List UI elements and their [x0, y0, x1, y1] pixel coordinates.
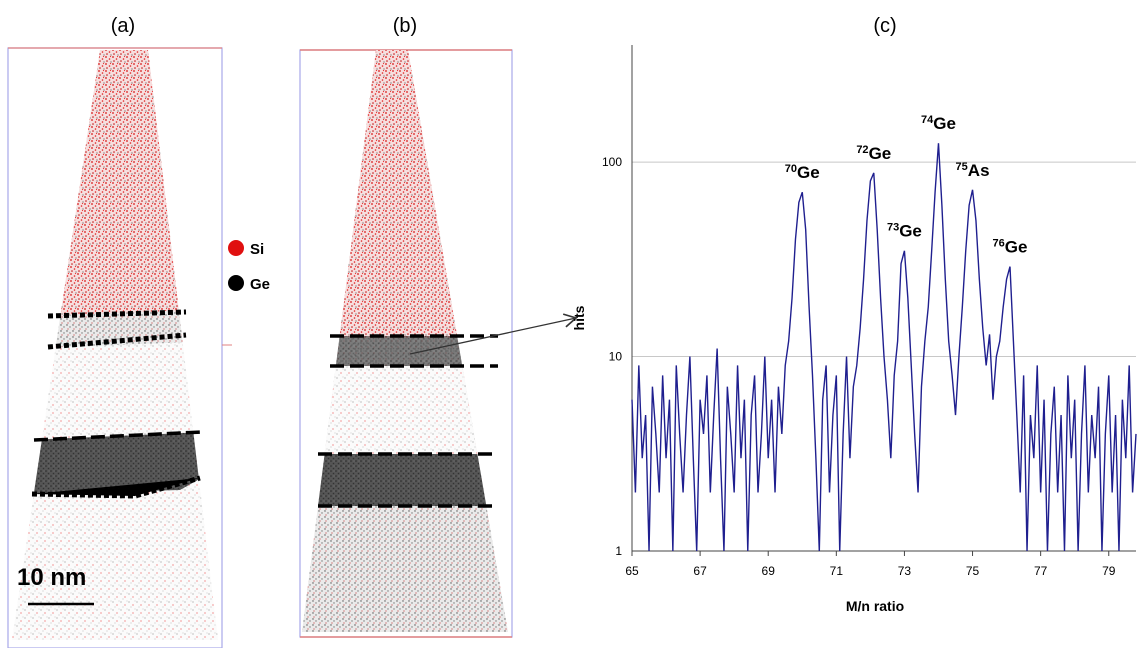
panel-label: (a)	[111, 15, 135, 37]
x-tick-label: 75	[966, 564, 980, 578]
peak-mass: 73	[887, 222, 899, 234]
x-tick-label: 69	[762, 564, 776, 578]
peak-label: 75As	[956, 161, 990, 180]
panel-label: (c)	[873, 15, 896, 37]
peak-element: Ge	[899, 222, 922, 241]
x-tick-label: 73	[898, 564, 912, 578]
spectrum-line	[631, 143, 1137, 552]
x-tick-label: 65	[625, 564, 639, 578]
peak-element: Ge	[797, 163, 820, 182]
peak-label: 70Ge	[785, 163, 820, 182]
reconstruction-b	[299, 49, 578, 638]
x-axis-label: M/n ratio	[846, 598, 904, 614]
peak-element: Ge	[933, 114, 956, 133]
legend-swatch	[228, 275, 244, 291]
legend-swatch	[228, 240, 244, 256]
scale-bar-label: 10 nm	[17, 564, 86, 591]
peak-label: 73Ge	[887, 222, 922, 241]
peak-element: Ge	[1005, 238, 1028, 257]
peak-mass: 70	[785, 163, 797, 175]
peak-label: 76Ge	[993, 238, 1028, 257]
y-tick-label: 1	[615, 544, 622, 558]
peak-mass: 74	[921, 114, 934, 126]
peak-label: 72Ge	[856, 144, 891, 163]
x-tick-label: 77	[1034, 564, 1048, 578]
panel-label: (b)	[393, 15, 417, 37]
peak-mass: 75	[956, 161, 968, 173]
y-axis-label: hits	[571, 305, 587, 330]
peak-mass: 72	[856, 144, 868, 156]
x-tick-label: 79	[1102, 564, 1116, 578]
y-tick-label: 10	[609, 350, 623, 364]
legend-label: Ge	[250, 276, 270, 293]
peak-element: Ge	[869, 144, 892, 163]
peak-label: 74Ge	[921, 114, 956, 133]
reconstruction-a	[7, 47, 232, 649]
peak-mass: 76	[993, 238, 1005, 250]
x-tick-label: 71	[830, 564, 844, 578]
peak-element: As	[968, 161, 990, 180]
legend-label: Si	[250, 241, 264, 258]
y-tick-label: 100	[602, 155, 622, 169]
x-tick-label: 67	[693, 564, 707, 578]
